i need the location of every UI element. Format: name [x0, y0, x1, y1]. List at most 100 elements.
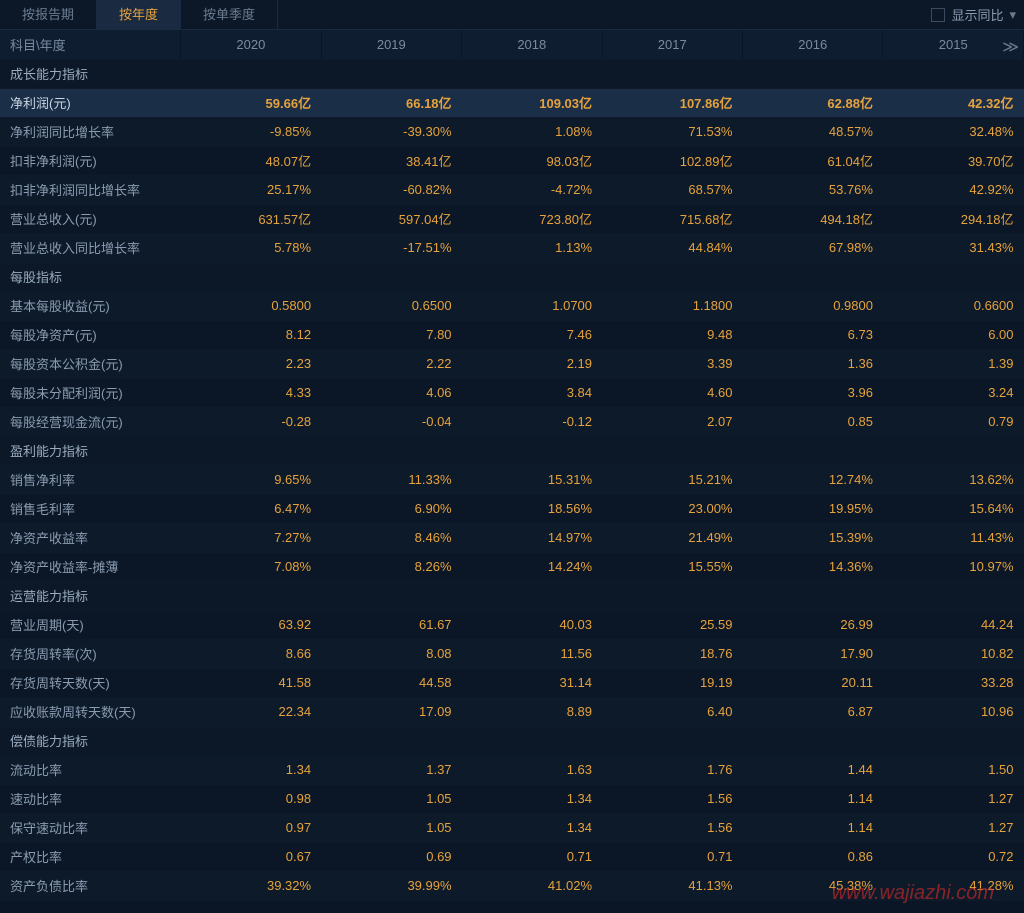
data-cell: 15.39% — [742, 523, 882, 552]
tab-single-quarter[interactable]: 按单季度 — [181, 0, 278, 30]
data-cell: 1.13% — [462, 233, 602, 262]
data-cell: 15.55% — [602, 552, 742, 581]
data-cell: 98.03亿 — [462, 146, 602, 175]
data-cell: 44.84% — [602, 233, 742, 262]
row-label: 保守速动比率 — [0, 813, 181, 842]
data-cell: 42.32亿 — [883, 88, 1024, 117]
data-cell: 494.18亿 — [742, 204, 882, 233]
data-cell: 8.66 — [181, 639, 321, 668]
data-cell: 6.87 — [742, 697, 882, 726]
data-cell: 8.12 — [181, 320, 321, 349]
data-cell: 4.06 — [321, 378, 461, 407]
row-label: 净资产收益率-摊薄 — [0, 552, 181, 581]
data-cell: 39.32% — [181, 871, 321, 900]
data-cell: 1.14 — [742, 784, 882, 813]
data-cell: 6.00 — [883, 320, 1024, 349]
data-cell: 0.72 — [883, 842, 1024, 871]
tab-annual[interactable]: 按年度 — [97, 0, 181, 30]
data-cell: 11.56 — [462, 639, 602, 668]
data-cell: -0.12 — [462, 407, 602, 436]
header-year[interactable]: 2017 — [602, 30, 742, 59]
dropdown-icon[interactable]: ▾ — [1009, 7, 1016, 23]
data-cell: 40.03 — [462, 610, 602, 639]
header-year[interactable]: 2019 — [321, 30, 461, 59]
header-year[interactable]: 2015≫ — [883, 30, 1024, 59]
table-row: 营业总收入(元)631.57亿597.04亿723.80亿715.68亿494.… — [0, 204, 1024, 233]
data-cell: 0.6600 — [883, 291, 1024, 320]
data-cell: 1.05 — [321, 813, 461, 842]
data-cell: 3.39 — [602, 349, 742, 378]
data-cell: -9.85% — [181, 117, 321, 146]
table-row: 基本每股收益(元)0.58000.65001.07001.18000.98000… — [0, 291, 1024, 320]
data-cell: 1.56 — [602, 813, 742, 842]
data-cell: 41.13% — [602, 871, 742, 900]
data-cell: 0.67 — [181, 842, 321, 871]
table-row: 产权比率0.670.690.710.710.860.72 — [0, 842, 1024, 871]
row-label: 产权比率 — [0, 842, 181, 871]
data-cell: 13.62% — [883, 465, 1024, 494]
table-row: 存货周转率(次)8.668.0811.5618.7617.9010.82 — [0, 639, 1024, 668]
table-row: 每股经营现金流(元)-0.28-0.04-0.122.070.850.79 — [0, 407, 1024, 436]
data-cell: 14.97% — [462, 523, 602, 552]
data-cell: 14.24% — [462, 552, 602, 581]
data-cell: 22.34 — [181, 697, 321, 726]
table-row: 保守速动比率0.971.051.341.561.141.27 — [0, 813, 1024, 842]
data-cell: 41.02% — [462, 871, 602, 900]
tabs-bar: 按报告期 按年度 按单季度 显示同比 ▾ — [0, 0, 1024, 30]
show-yoy-checkbox[interactable] — [931, 8, 945, 22]
data-cell: 44.58 — [321, 668, 461, 697]
data-cell: 67.98% — [742, 233, 882, 262]
data-cell: 7.08% — [181, 552, 321, 581]
row-label: 每股资本公积金(元) — [0, 349, 181, 378]
data-cell: 18.56% — [462, 494, 602, 523]
data-cell: 2.22 — [321, 349, 461, 378]
data-cell: 1.56 — [602, 784, 742, 813]
data-cell: 19.95% — [742, 494, 882, 523]
data-cell: 1.1800 — [602, 291, 742, 320]
data-cell: 21.49% — [602, 523, 742, 552]
data-cell: 17.90 — [742, 639, 882, 668]
table-row: 销售净利率9.65%11.33%15.31%15.21%12.74%13.62% — [0, 465, 1024, 494]
section-title: 盈利能力指标 — [0, 436, 181, 465]
data-cell: 1.14 — [742, 813, 882, 842]
data-cell: 0.71 — [602, 842, 742, 871]
data-cell: 61.67 — [321, 610, 461, 639]
data-cell: 4.60 — [602, 378, 742, 407]
row-label: 扣非净利润(元) — [0, 146, 181, 175]
scroll-right-icon[interactable]: ≫ — [1002, 37, 1019, 57]
data-cell: 15.21% — [602, 465, 742, 494]
section-header: 偿债能力指标 — [0, 726, 1024, 755]
data-cell: 1.05 — [321, 784, 461, 813]
data-cell: 0.85 — [742, 407, 882, 436]
data-cell: 23.00% — [602, 494, 742, 523]
financial-table: 科目\年度202020192018201720162015≫成长能力指标净利润(… — [0, 30, 1024, 901]
header-year[interactable]: 2016 — [742, 30, 882, 59]
table-row: 速动比率0.981.051.341.561.141.27 — [0, 784, 1024, 813]
header-label: 科目\年度 — [0, 30, 181, 59]
data-cell: 8.26% — [321, 552, 461, 581]
data-cell: 44.24 — [883, 610, 1024, 639]
header-year[interactable]: 2018 — [462, 30, 602, 59]
section-title: 运营能力指标 — [0, 581, 181, 610]
row-label: 营业总收入(元) — [0, 204, 181, 233]
data-cell: 597.04亿 — [321, 204, 461, 233]
table-row: 每股资本公积金(元)2.232.222.193.391.361.39 — [0, 349, 1024, 378]
data-cell: 7.80 — [321, 320, 461, 349]
data-cell: 1.63 — [462, 755, 602, 784]
data-cell: 66.18亿 — [321, 88, 461, 117]
table-row: 扣非净利润(元)48.07亿38.41亿98.03亿102.89亿61.04亿3… — [0, 146, 1024, 175]
header-year[interactable]: 2020 — [181, 30, 321, 59]
data-cell: 53.76% — [742, 175, 882, 204]
data-cell: 25.17% — [181, 175, 321, 204]
data-cell: 17.09 — [321, 697, 461, 726]
row-label: 营业总收入同比增长率 — [0, 233, 181, 262]
table-row: 净资产收益率-摊薄7.08%8.26%14.24%15.55%14.36%10.… — [0, 552, 1024, 581]
data-cell: 102.89亿 — [602, 146, 742, 175]
data-cell: 9.48 — [602, 320, 742, 349]
tab-report-period[interactable]: 按报告期 — [0, 0, 97, 30]
data-cell: -17.51% — [321, 233, 461, 262]
show-yoy-label: 显示同比 — [951, 5, 1003, 24]
data-cell: 10.96 — [883, 697, 1024, 726]
data-cell: 9.65% — [181, 465, 321, 494]
section-header: 盈利能力指标 — [0, 436, 1024, 465]
